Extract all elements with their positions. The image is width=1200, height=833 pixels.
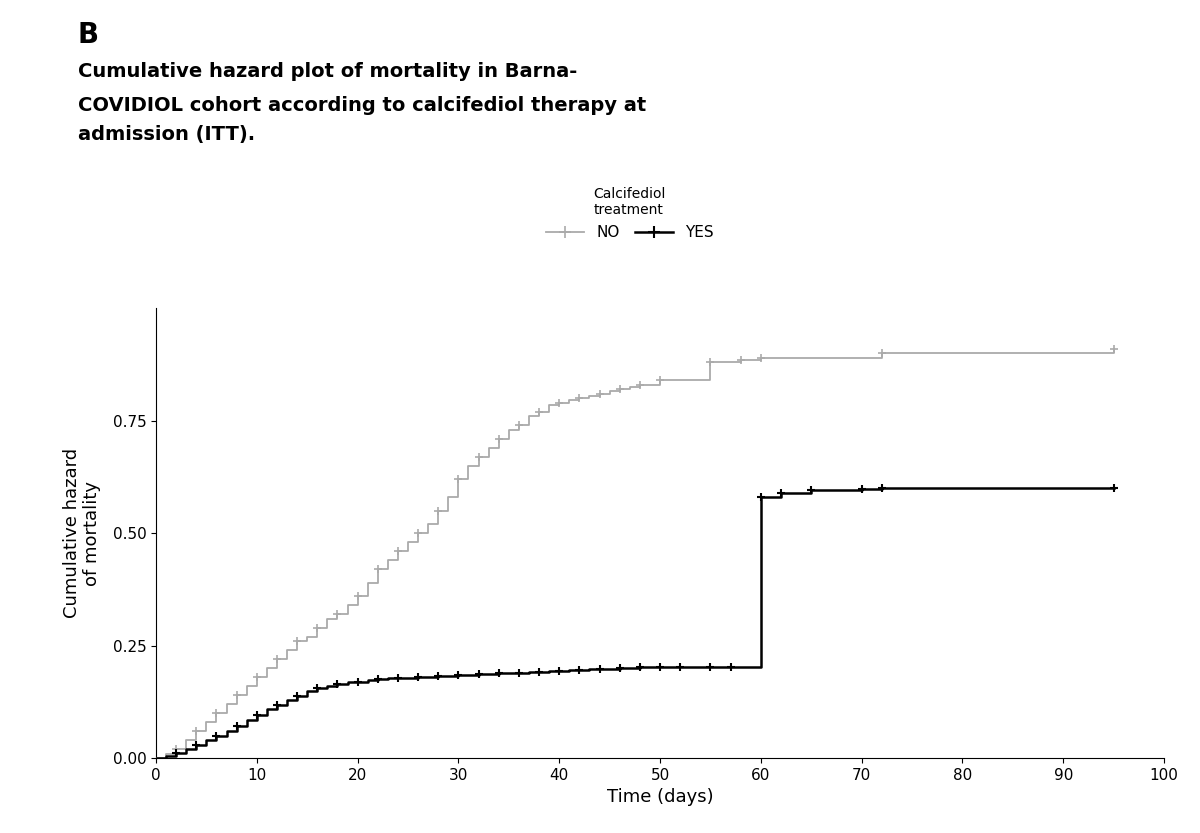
Text: Cumulative hazard plot of mortality in Barna-: Cumulative hazard plot of mortality in B… — [78, 62, 577, 82]
Text: COVIDIOL cohort according to calcifediol therapy at: COVIDIOL cohort according to calcifediol… — [78, 96, 647, 115]
Text: B: B — [78, 21, 100, 49]
Text: admission (ITT).: admission (ITT). — [78, 125, 256, 144]
Y-axis label: Cumulative hazard
of mortality: Cumulative hazard of mortality — [62, 448, 102, 618]
Legend: NO, YES: NO, YES — [540, 181, 720, 246]
X-axis label: Time (days): Time (days) — [607, 788, 713, 806]
